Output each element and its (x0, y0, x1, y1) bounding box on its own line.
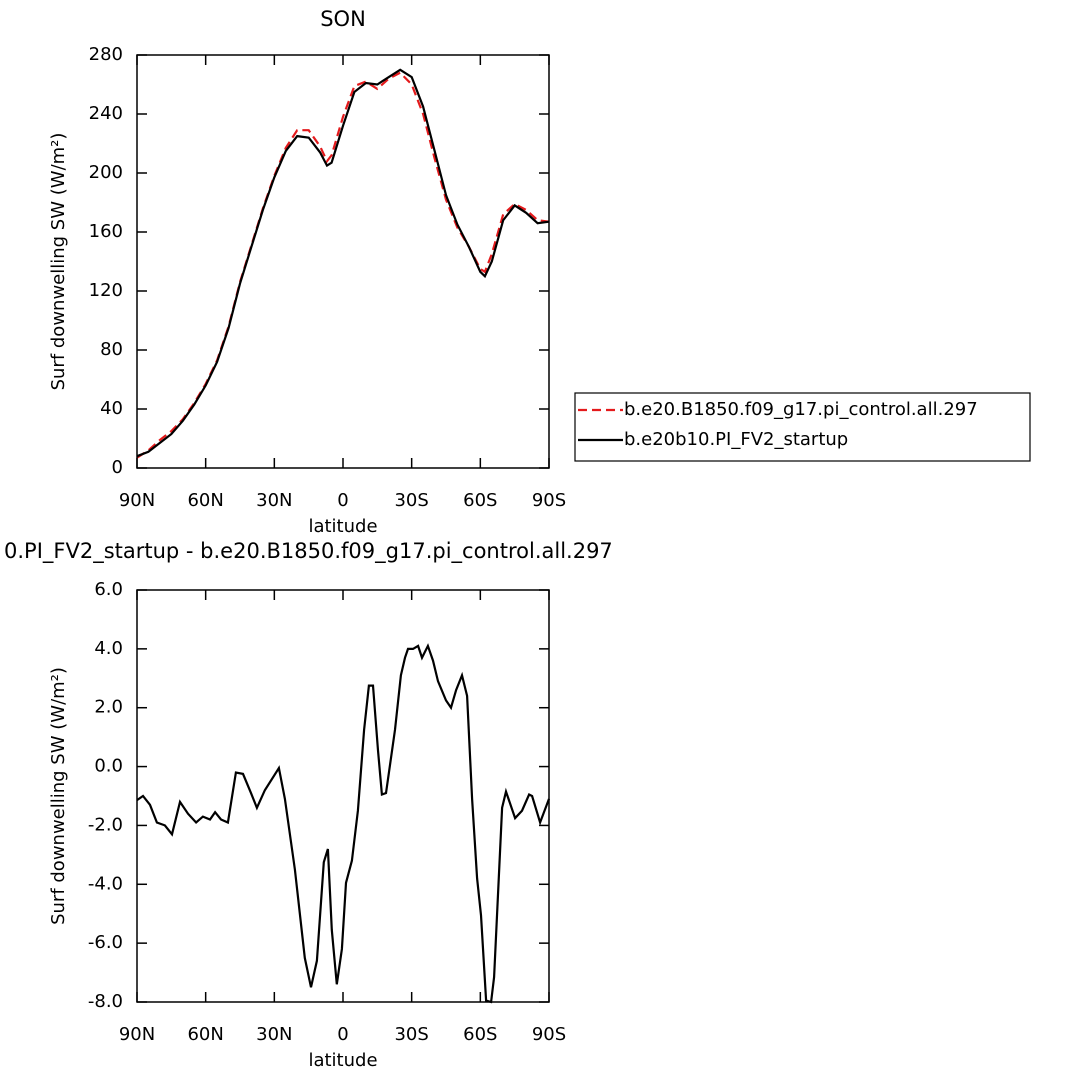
x-tick-label: 30S (394, 490, 428, 511)
y-tick-label: 40 (100, 398, 123, 419)
y-axis-label: Surf downwelling SW (W/m²) (48, 133, 69, 391)
x-tick-label: 30N (256, 1024, 292, 1045)
y-axis-label: Surf downwelling SW (W/m²) (48, 667, 69, 925)
x-tick-label: 90N (119, 1024, 155, 1045)
y-tick-label: 80 (100, 339, 123, 360)
y-tick-label: 6.0 (94, 579, 123, 600)
y-tick-label: 120 (89, 280, 123, 301)
y-tick-label: 0 (112, 457, 123, 478)
y-tick-label: 160 (89, 221, 123, 242)
x-tick-label: 0 (337, 490, 348, 511)
series-line (136, 71, 550, 459)
x-tick-label: 90S (532, 1024, 566, 1045)
y-tick-label: -2.0 (88, 814, 123, 835)
y-tick-label: -4.0 (88, 873, 123, 894)
x-tick-label: 90S (532, 490, 566, 511)
x-tick-label: 30N (256, 490, 292, 511)
legend-label: b.e20b10.PI_FV2_startup (624, 429, 848, 450)
series-line (136, 643, 551, 1004)
y-tick-label: 0.0 (94, 756, 123, 777)
x-tick-label: 60N (187, 490, 223, 511)
y-tick-label: 4.0 (94, 638, 123, 659)
x-tick-label: 30S (394, 1024, 428, 1045)
y-tick-label: 240 (89, 103, 123, 124)
y-tick-label: -6.0 (88, 932, 123, 953)
series-line (136, 68, 550, 458)
legend-label: b.e20.B1850.f09_g17.pi_control.all.297 (624, 399, 978, 420)
y-tick-label: 2.0 (94, 697, 123, 718)
x-axis-label: latitude (308, 516, 377, 537)
x-tick-label: 60N (187, 1024, 223, 1045)
chart-title: SON (320, 7, 366, 31)
x-axis-label: latitude (308, 1050, 377, 1071)
y-tick-label: 280 (89, 44, 123, 65)
legend-box (574, 392, 1031, 462)
x-tick-label: 90N (119, 490, 155, 511)
y-tick-label: 200 (89, 162, 123, 183)
chart-title: 0.PI_FV2_startup - b.e20.B1850.f09_g17.p… (4, 539, 613, 564)
plot-frame (136, 589, 550, 1003)
y-tick-label: -8.0 (88, 991, 123, 1012)
x-tick-label: 60S (463, 1024, 497, 1045)
x-tick-label: 0 (337, 1024, 348, 1045)
x-tick-label: 60S (463, 490, 497, 511)
plot-frame (136, 54, 550, 469)
